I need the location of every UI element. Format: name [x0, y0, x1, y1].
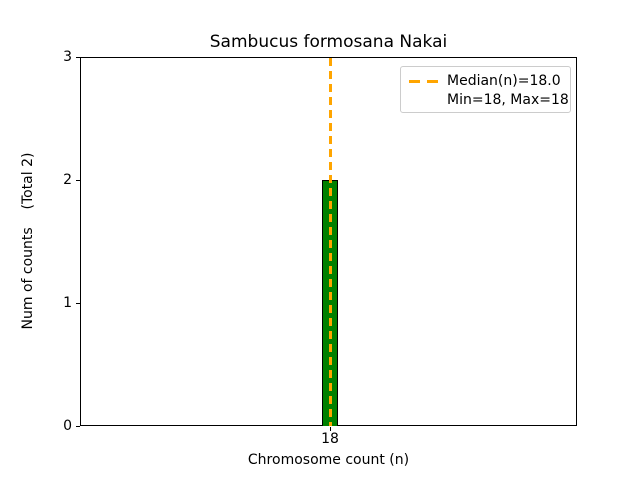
y-tick-mark-2 [76, 180, 80, 181]
legend-entry-minmax: Min=18, Max=18 [409, 91, 569, 109]
legend: Median(n)=18.0 Min=18, Max=18 [400, 66, 571, 113]
x-tick-label-18: 18 [321, 431, 339, 447]
y-tick-mark-3 [76, 57, 80, 58]
legend-handle-spacer [409, 99, 439, 102]
chart-title: Sambucus formosana Nakai [209, 32, 448, 52]
y-tick-mark-1 [76, 303, 80, 304]
x-tick-mark-18 [330, 427, 331, 431]
x-axis-label: Chromosome count (n) [247, 452, 410, 468]
y-tick-label-1: 1 [63, 295, 72, 311]
median-line [328, 58, 332, 426]
legend-median-label: Median(n)=18.0 [447, 73, 561, 89]
dashed-line-icon [409, 79, 439, 83]
y-tick-label-2: 2 [63, 172, 72, 188]
y-axis-label: Num of counts (Total 2) [20, 152, 36, 330]
y-tick-label-0: 0 [63, 418, 72, 434]
legend-minmax-label: Min=18, Max=18 [447, 92, 569, 108]
y-tick-mark-0 [76, 426, 80, 427]
y-tick-label-3: 3 [63, 49, 72, 65]
legend-entry-median: Median(n)=18.0 [409, 72, 562, 90]
